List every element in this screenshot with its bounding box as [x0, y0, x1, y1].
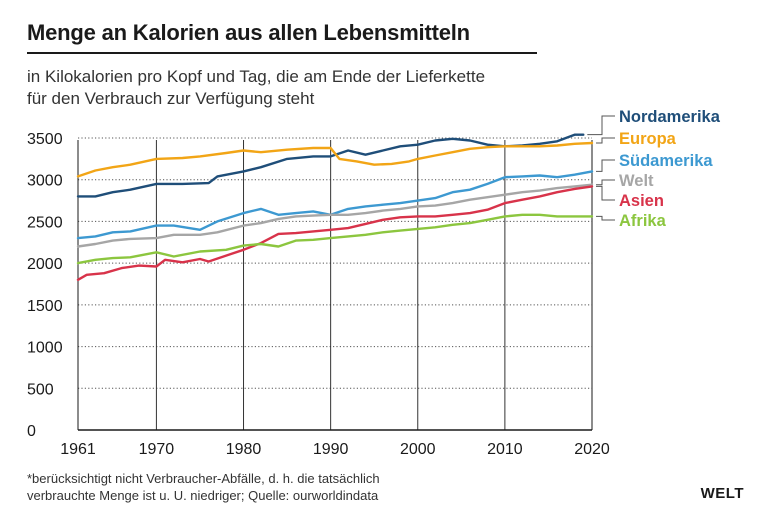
- legend-label: Südamerika: [619, 152, 713, 170]
- y-tick-label: 1000: [27, 340, 63, 357]
- legend-connector: [596, 185, 615, 201]
- x-tick-label: 2010: [487, 441, 523, 458]
- legend-connector: [596, 159, 615, 172]
- x-tick-label: 1961: [60, 441, 96, 458]
- y-tick-label: 3000: [27, 173, 63, 190]
- y-tick-label: 2500: [27, 214, 63, 231]
- footnote: *berücksichtigt nicht Verbraucher-Abfäll…: [27, 470, 380, 504]
- legend-connector: [596, 137, 615, 144]
- chart-title: Menge an Kalorien aus allen Lebensmittel…: [27, 20, 470, 45]
- legend-label: Afrika: [619, 212, 667, 230]
- x-tick-label: 1990: [313, 441, 349, 458]
- welt-logo: WELT: [700, 485, 744, 502]
- legend-connector: [596, 215, 615, 221]
- y-tick-label: 3500: [27, 131, 63, 148]
- legend-label: Asien: [619, 192, 664, 210]
- y-tick-label: 500: [27, 381, 54, 398]
- legend-connector: [596, 179, 615, 186]
- series-line-südamerika: [76, 170, 594, 240]
- x-tick-label: 2020: [574, 441, 610, 458]
- legend-label: Welt: [619, 172, 654, 190]
- footnote-line-1: *berücksichtigt nicht Verbraucher-Abfäll…: [27, 471, 380, 486]
- series-line-asien: [76, 185, 594, 281]
- series-line-afrika: [76, 213, 594, 265]
- series-line-welt: [76, 183, 594, 248]
- chart-subtitle: in Kilokalorien pro Kopf und Tag, die am…: [27, 66, 485, 110]
- x-tick-label: 2000: [400, 441, 436, 458]
- title-underline: [27, 52, 537, 54]
- legend-label: Europa: [619, 130, 677, 148]
- legend-label: Nordamerika: [619, 108, 721, 126]
- subtitle-line-1: in Kilokalorien pro Kopf und Tag, die am…: [27, 67, 486, 86]
- x-tick-label: 1970: [139, 441, 175, 458]
- y-tick-label: 0: [27, 423, 36, 440]
- series-line-europa: [76, 141, 594, 178]
- y-tick-label: 1500: [27, 298, 63, 315]
- footnote-line-2: verbrauchte Menge ist u. U. niedriger; Q…: [27, 488, 379, 503]
- y-tick-label: 2000: [27, 256, 63, 273]
- legend-connector: [587, 115, 615, 136]
- x-tick-label: 1980: [226, 441, 262, 458]
- subtitle-line-2: für den Verbrauch zur Verfügung steht: [27, 89, 315, 108]
